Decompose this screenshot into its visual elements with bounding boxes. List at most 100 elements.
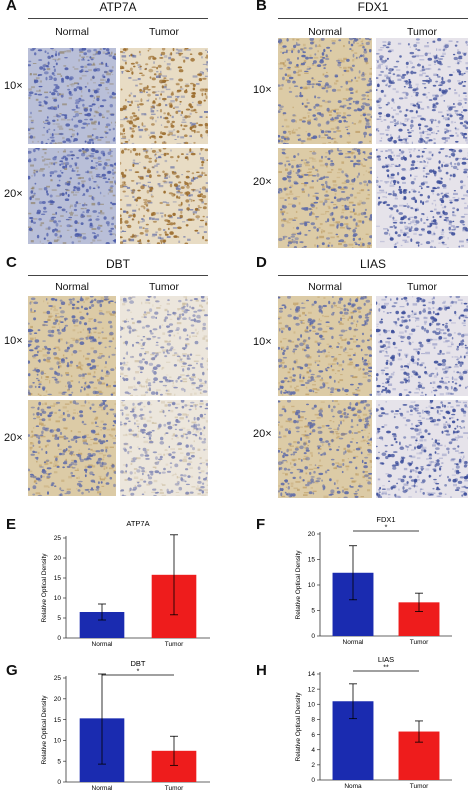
column-header-normal: Normal — [308, 281, 342, 293]
tissue-texture — [376, 38, 468, 144]
x-tick-label: Tumor — [410, 783, 429, 790]
y-tick-label: 6 — [311, 732, 315, 739]
significance-marker: * — [385, 525, 388, 532]
tissue-texture — [376, 148, 468, 248]
divider — [278, 18, 468, 19]
y-tick-label: 20 — [54, 696, 62, 703]
tissue-texture — [120, 296, 208, 396]
y-tick-label: 0 — [57, 779, 61, 786]
y-tick-label: 5 — [57, 615, 61, 622]
y-tick-label: 10 — [54, 595, 62, 602]
tissue-texture — [120, 400, 208, 496]
y-tick-label: 25 — [54, 675, 62, 682]
y-tick-label: 0 — [57, 635, 61, 642]
y-tick-label: 4 — [311, 747, 315, 754]
magnification-label: 10× — [4, 80, 23, 92]
bar-chart-fdx1: Relative Optical Density 0 5 10 15 20 FDX1 Norm… — [295, 515, 452, 646]
micrograph-normal-20x — [278, 148, 372, 248]
micrograph-normal-20x — [28, 400, 116, 496]
micrograph-normal-10x — [28, 296, 116, 396]
chart-title: DBT — [131, 659, 146, 668]
x-tick-label: Tumor — [165, 641, 184, 648]
tissue-texture — [28, 296, 116, 396]
y-tick-label: 10 — [308, 582, 316, 589]
x-tick-label: Tumor — [165, 785, 184, 792]
divider — [28, 275, 208, 276]
magnification-label: 10× — [4, 335, 23, 347]
column-header-tumor: Tumor — [149, 26, 179, 38]
panel-label: C — [6, 254, 17, 271]
chart-title: FDX1 — [376, 515, 395, 524]
significance-marker: ** — [383, 665, 389, 672]
y-tick-label: 20 — [54, 555, 62, 562]
panel-label-g: G — [6, 662, 18, 679]
panel-title: DBT — [106, 257, 130, 271]
tissue-texture — [278, 38, 372, 144]
y-axis-label: Relative Optical Density — [295, 550, 302, 620]
panel-title: ATP7A — [99, 0, 137, 14]
magnification-label: 10× — [253, 336, 272, 348]
panel-label: A — [6, 0, 17, 14]
y-axis-label: Relative Optical Density — [295, 692, 302, 762]
tissue-texture — [376, 296, 468, 396]
y-tick-label: 10 — [54, 738, 62, 745]
divider — [28, 18, 208, 19]
bar-chart-atp7a: Relative Optical Density 0 5 10 15 20 25 ATP7A N… — [41, 519, 210, 648]
tissue-texture — [28, 400, 116, 496]
tissue-texture — [28, 148, 116, 244]
column-header-normal: Normal — [55, 281, 89, 293]
panel-label: B — [256, 0, 267, 14]
micrograph-tumor-20x — [120, 148, 208, 244]
micrograph-normal-10x — [278, 296, 372, 396]
y-tick-label: 25 — [54, 535, 62, 542]
tissue-texture — [120, 148, 208, 244]
micrograph-normal-10x — [278, 38, 372, 144]
y-tick-label: 2 — [311, 762, 315, 769]
micrograph-normal-20x — [278, 400, 372, 498]
y-tick-label: 14 — [308, 671, 316, 678]
x-tick-label: Noma — [344, 783, 362, 790]
significance-marker: * — [137, 669, 140, 676]
x-tick-label: Normal — [343, 639, 365, 646]
micrograph-tumor-10x — [376, 38, 468, 144]
y-tick-label: 20 — [308, 531, 316, 538]
micrograph-tumor-10x — [376, 296, 468, 396]
micrograph-tumor-10x — [120, 48, 208, 144]
column-header-normal: Normal — [308, 26, 342, 38]
y-tick-label: 10 — [308, 701, 316, 708]
micrograph-tumor-10x — [120, 296, 208, 396]
bar-chart-dbt: Relative Optical Density 0 5 10 15 20 25 DBT Nor… — [41, 659, 210, 792]
y-tick-label: 5 — [57, 758, 61, 765]
y-tick-label: 15 — [54, 575, 62, 582]
column-header-normal: Normal — [55, 26, 89, 38]
divider — [278, 275, 468, 276]
y-tick-label: 12 — [308, 686, 316, 693]
column-header-tumor: Tumor — [407, 281, 437, 293]
magnification-label: 10× — [253, 84, 272, 96]
chart-title: ATP7A — [126, 519, 149, 528]
tissue-texture — [28, 48, 116, 144]
y-tick-label: 8 — [311, 717, 315, 724]
x-tick-label: Normal — [92, 641, 114, 648]
tissue-texture — [278, 148, 372, 248]
panel-title: FDX1 — [357, 0, 389, 14]
bar-chart-lias: Relative Optical Density 0 2 4 6 8 10 12 14 LIAS N… — [295, 655, 452, 790]
y-tick-label: 5 — [311, 608, 315, 615]
y-axis-label: Relative Optical Density — [41, 553, 48, 623]
column-header-tumor: Tumor — [407, 26, 437, 38]
y-axis-label: Relative Optical Density — [41, 695, 48, 765]
panel-label-h: H — [256, 662, 267, 679]
micrograph-tumor-20x — [120, 400, 208, 496]
y-tick-label: 15 — [54, 717, 62, 724]
micrograph-tumor-20x — [376, 400, 468, 498]
micrograph-normal-10x — [28, 48, 116, 144]
y-tick-label: 15 — [308, 557, 316, 564]
tissue-texture — [120, 48, 208, 144]
micrograph-tumor-20x — [376, 148, 468, 248]
x-tick-label: Normal — [92, 785, 114, 792]
panel-title: LIAS — [359, 257, 386, 271]
panel-label-f: F — [256, 516, 266, 533]
column-header-tumor: Tumor — [149, 281, 179, 293]
tissue-texture — [278, 400, 372, 498]
magnification-label: 20× — [4, 188, 23, 200]
